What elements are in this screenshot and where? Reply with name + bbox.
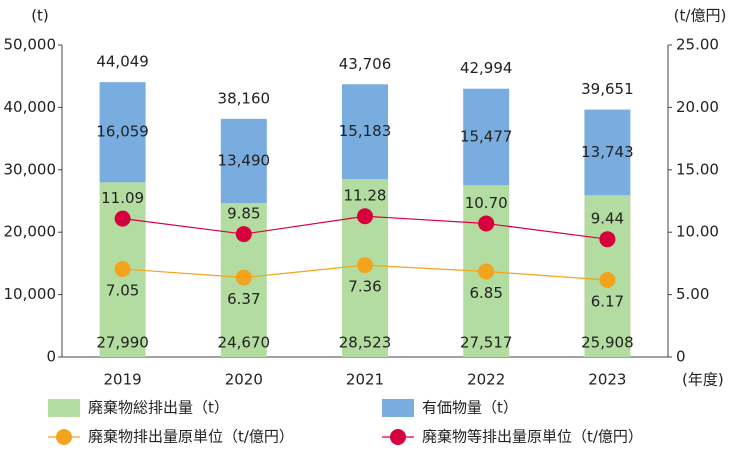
legend-label: 廃棄物総排出量（t）: [88, 399, 229, 417]
line-point: [357, 208, 373, 225]
bar-segment: [220, 118, 267, 204]
y2-tick-label: 25.00: [676, 36, 719, 54]
legend-marker: [56, 429, 72, 445]
bar-segment: [342, 84, 388, 180]
total-label: 42,994: [460, 59, 513, 77]
line-point: [235, 226, 252, 243]
value-label: 6.85: [469, 284, 502, 302]
x-tick-label: 2023: [588, 371, 626, 389]
value-label: 7.05: [106, 282, 139, 300]
value-label: 28,523: [339, 334, 392, 352]
y-tick-label: 30,000: [4, 160, 57, 178]
legend-marker: [390, 429, 406, 445]
value-label: 27,990: [96, 334, 149, 352]
bar-segment: [584, 109, 631, 196]
x-tick-label: 2019: [104, 371, 142, 389]
y2-tick-label: 10.00: [676, 223, 719, 241]
x-tick-label: 2022: [467, 371, 505, 389]
legend-label: 廃棄物等排出量原単位（t/億円）: [422, 428, 643, 446]
line-point: [478, 215, 495, 232]
line-point: [357, 257, 373, 274]
y2-tick-label: 5.00: [676, 285, 709, 303]
y2-unit: (t/億円): [674, 7, 727, 25]
value-label: 13,490: [218, 151, 271, 169]
line-point: [114, 210, 131, 227]
y-unit: (t): [31, 7, 49, 25]
x-tick-label: 2020: [225, 371, 263, 389]
value-label: 16,059: [96, 123, 149, 141]
bar-segment: [99, 82, 146, 183]
value-label: 24,670: [218, 334, 271, 352]
value-label: 15,477: [460, 128, 513, 146]
value-label: 15,183: [339, 122, 392, 140]
line-point: [235, 269, 252, 286]
line-point: [114, 261, 131, 278]
y-tick-label: 10,000: [4, 285, 57, 303]
x-tick-label: 2021: [346, 371, 384, 389]
value-label: 9.44: [591, 210, 624, 228]
legend-swatch: [382, 399, 414, 417]
line-point: [478, 263, 495, 280]
value-label: 10.70: [465, 194, 508, 212]
value-label: 27,517: [460, 334, 513, 352]
total-label: 43,706: [339, 55, 392, 73]
y-tick-label: 0: [46, 348, 56, 366]
y2-tick-label: 15.00: [676, 160, 719, 178]
legend-label: 廃棄物排出量原単位（t/億円）: [88, 428, 294, 446]
y-tick-label: 50,000: [4, 36, 57, 54]
value-label: 7.36: [348, 278, 381, 296]
y2-tick-label: 0: [676, 348, 686, 366]
value-label: 11.28: [344, 187, 387, 205]
total-label: 44,049: [96, 53, 149, 71]
line-point: [599, 271, 616, 288]
value-label: 11.09: [101, 189, 144, 207]
total-label: 38,160: [218, 89, 271, 107]
value-label: 6.37: [227, 290, 260, 308]
legend-swatch: [48, 399, 80, 417]
total-label: 39,651: [581, 80, 634, 98]
value-label: 25,908: [581, 334, 634, 352]
y-tick-label: 20,000: [4, 223, 57, 241]
line-point: [599, 231, 616, 248]
value-label: 6.17: [591, 292, 624, 310]
x-unit: (年度): [682, 371, 724, 389]
y-tick-label: 40,000: [4, 98, 57, 116]
bar-segment: [463, 88, 510, 186]
legend-label: 有価物量（t）: [422, 399, 518, 417]
value-label: 13,743: [581, 143, 634, 161]
y2-tick-label: 20.00: [676, 98, 719, 116]
value-label: 9.85: [227, 205, 260, 223]
